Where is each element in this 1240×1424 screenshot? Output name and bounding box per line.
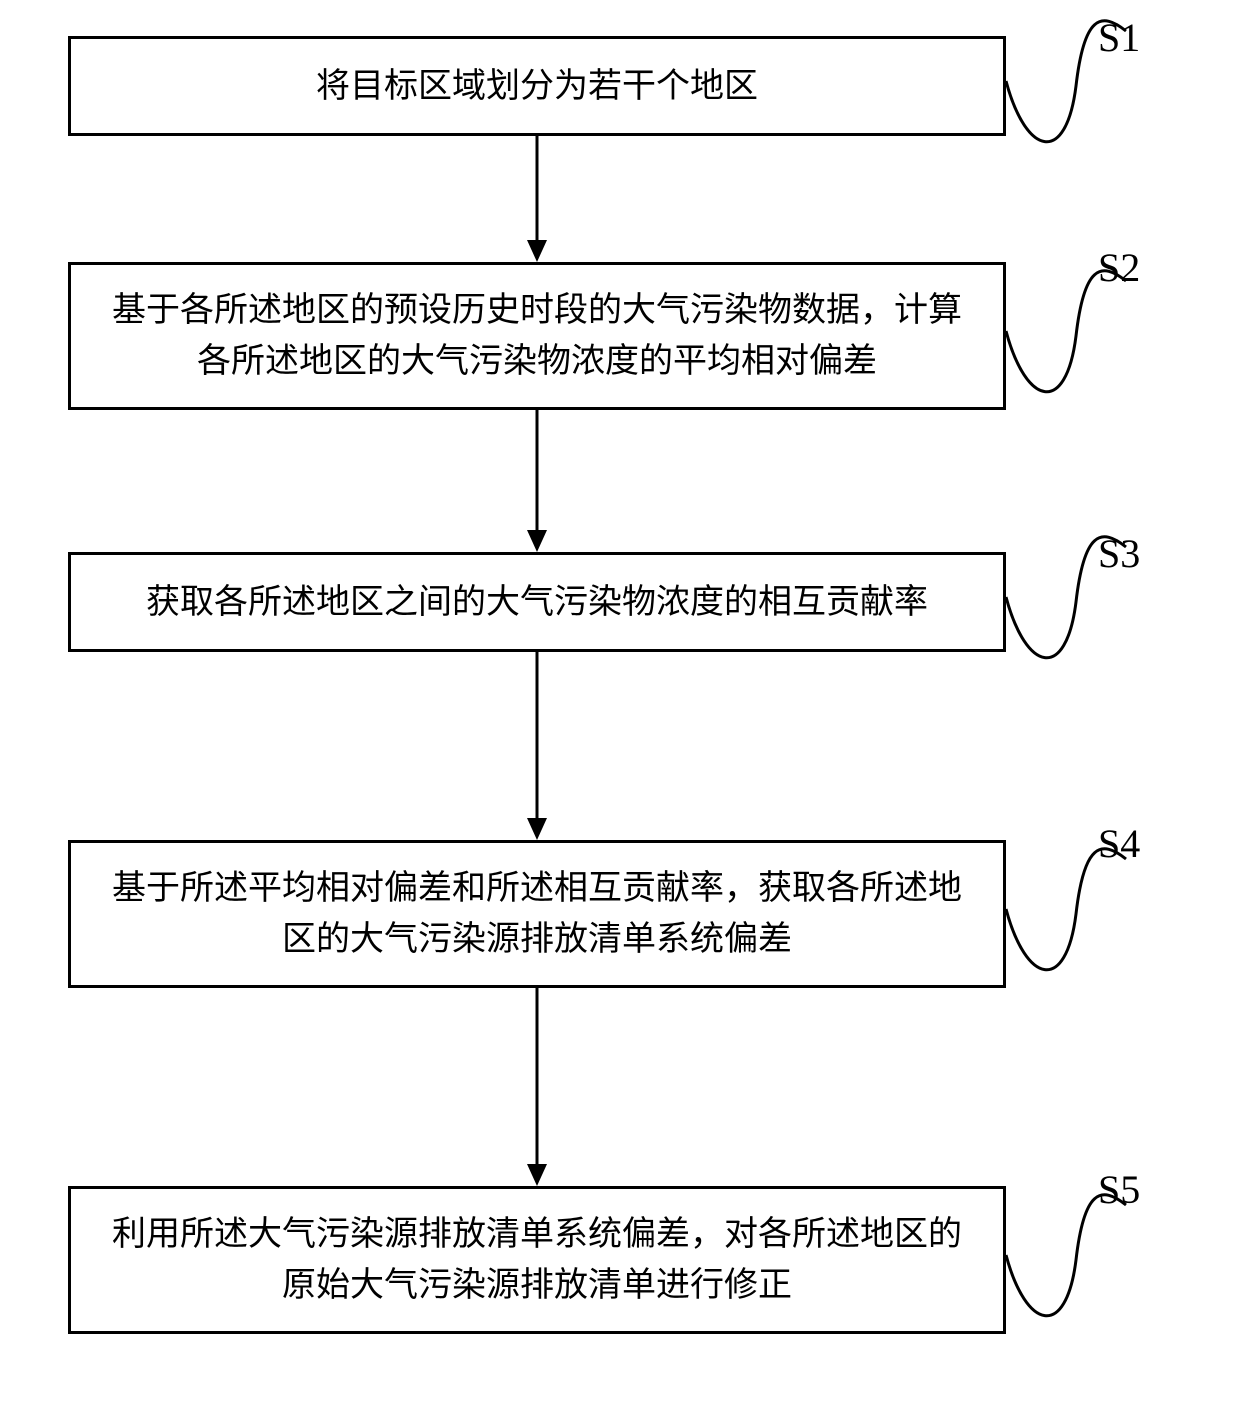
arrow-s2-s3 xyxy=(527,410,547,556)
arrow-s3-s4 xyxy=(527,652,547,844)
step-label-s2: S2 xyxy=(1098,244,1140,291)
step-label-s3: S3 xyxy=(1098,530,1140,577)
flowchart-container: 将目标区域划分为若干个地区 S1 基于各所述地区的预设历史时段的大气污染物数据，… xyxy=(0,0,1240,1424)
arrow-s1-s2 xyxy=(527,136,547,266)
step-box-s1: 将目标区域划分为若干个地区 xyxy=(68,36,1006,136)
step-box-s3: 获取各所述地区之间的大气污染物浓度的相互贡献率 xyxy=(68,552,1006,652)
step-text-s2: 基于各所述地区的预设历史时段的大气污染物数据，计算各所述地区的大气污染物浓度的平… xyxy=(101,285,973,387)
step-text-s3: 获取各所述地区之间的大气污染物浓度的相互贡献率 xyxy=(146,577,928,628)
step-box-s2: 基于各所述地区的预设历史时段的大气污染物数据，计算各所述地区的大气污染物浓度的平… xyxy=(68,262,1006,410)
step-label-s1: S1 xyxy=(1098,14,1140,61)
arrow-s4-s5 xyxy=(527,988,547,1190)
curve-connector-s4 xyxy=(1006,854,1126,974)
step-label-s5: S5 xyxy=(1098,1166,1140,1213)
step-label-s4: S4 xyxy=(1098,820,1140,867)
curve-connector-s5 xyxy=(1006,1200,1126,1320)
step-text-s1: 将目标区域划分为若干个地区 xyxy=(316,61,758,112)
step-box-s5: 利用所述大气污染源排放清单系统偏差，对各所述地区的原始大气污染源排放清单进行修正 xyxy=(68,1186,1006,1334)
curve-connector-s2 xyxy=(1006,276,1126,396)
step-text-s4: 基于所述平均相对偏差和所述相互贡献率，获取各所述地区的大气污染源排放清单系统偏差 xyxy=(101,863,973,965)
step-text-s5: 利用所述大气污染源排放清单系统偏差，对各所述地区的原始大气污染源排放清单进行修正 xyxy=(101,1209,973,1311)
step-box-s4: 基于所述平均相对偏差和所述相互贡献率，获取各所述地区的大气污染源排放清单系统偏差 xyxy=(68,840,1006,988)
